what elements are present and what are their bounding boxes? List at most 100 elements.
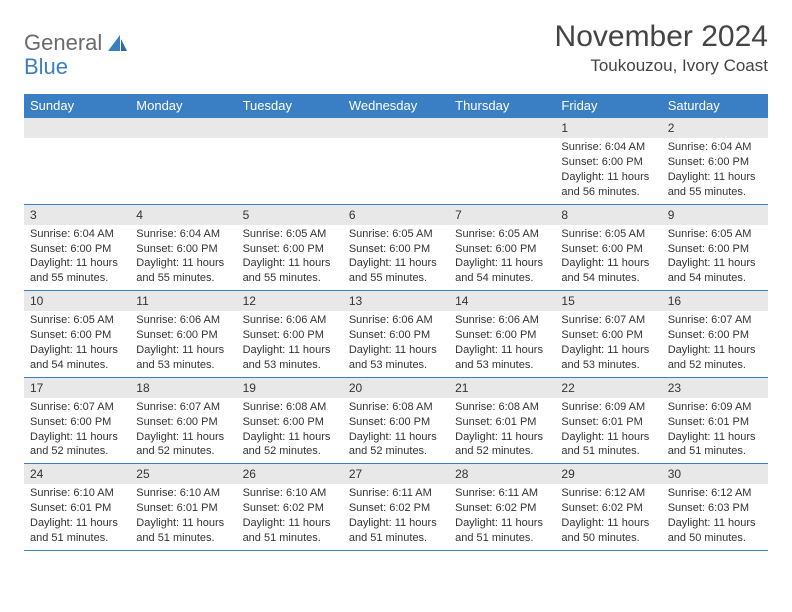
day-number: 2 [662, 118, 768, 138]
calendar-cell: 23Sunrise: 6:09 AMSunset: 6:01 PMDayligh… [662, 377, 768, 464]
day-number: 25 [130, 464, 236, 484]
calendar-cell: 18Sunrise: 6:07 AMSunset: 6:00 PMDayligh… [130, 377, 236, 464]
daylight-text: Daylight: 11 hours and 51 minutes. [243, 516, 337, 546]
day-body: Sunrise: 6:05 AMSunset: 6:00 PMDaylight:… [343, 225, 449, 290]
weekday-header: Monday [130, 94, 236, 118]
sunrise-text: Sunrise: 6:06 AM [349, 313, 443, 328]
day-body: Sunrise: 6:07 AMSunset: 6:00 PMDaylight:… [555, 311, 661, 376]
calendar-cell: 25 Sunrise: 6:10 AMSunset: 6:01 PMDayligh… [130, 464, 236, 551]
calendar-cell: 1Sunrise: 6:04 AMSunset: 6:00 PMDaylight… [555, 118, 661, 205]
daylight-text: Daylight: 11 hours and 50 minutes. [668, 516, 762, 546]
sunrise-text: Sunrise: 6:07 AM [30, 400, 124, 415]
day-body: Sunrise: 6:05 AMSunset: 6:00 PMDaylight:… [24, 311, 130, 376]
sunrise-text: Sunrise: 6:09 AM [561, 400, 655, 415]
sunrise-text: Sunrise: 6:08 AM [455, 400, 549, 415]
daylight-text: Daylight: 11 hours and 52 minutes. [349, 430, 443, 460]
daylight-text: Daylight: 11 hours and 51 minutes. [561, 430, 655, 460]
daylight-text: Daylight: 11 hours and 53 minutes. [455, 343, 549, 373]
calendar-cell: 11Sunrise: 6:06 AMSunset: 6:00 PMDayligh… [130, 291, 236, 378]
sunset-text: Sunset: 6:02 PM [349, 501, 443, 516]
weekday-header: Sunday [24, 94, 130, 118]
daylight-text: Daylight: 11 hours and 51 minutes. [136, 516, 230, 546]
calendar-week-row: 1Sunrise: 6:04 AMSunset: 6:00 PMDaylight… [24, 118, 768, 205]
day-number: 30 [662, 464, 768, 484]
daylight-text: Daylight: 11 hours and 55 minutes. [136, 256, 230, 286]
day-number: 5 [237, 205, 343, 225]
calendar-cell: 7Sunrise: 6:05 AMSunset: 6:00 PMDaylight… [449, 204, 555, 291]
sunset-text: Sunset: 6:00 PM [561, 242, 655, 257]
sunset-text: Sunset: 6:00 PM [243, 242, 337, 257]
day-body: Sunrise: 6:12 AMSunset: 6:03 PMDaylight:… [662, 484, 768, 549]
calendar-cell [449, 118, 555, 205]
calendar-cell: 9Sunrise: 6:05 AMSunset: 6:00 PMDaylight… [662, 204, 768, 291]
weekday-header: Thursday [449, 94, 555, 118]
calendar-cell: 6Sunrise: 6:05 AMSunset: 6:00 PMDaylight… [343, 204, 449, 291]
day-number: 28 [449, 464, 555, 484]
calendar-cell: 14Sunrise: 6:06 AMSunset: 6:00 PMDayligh… [449, 291, 555, 378]
sunrise-text: Sunrise: 6:04 AM [30, 227, 124, 242]
day-body: Sunrise: 6:07 AMSunset: 6:00 PMDaylight:… [24, 398, 130, 463]
day-body: Sunrise: 6:09 AMSunset: 6:01 PMDaylight:… [662, 398, 768, 463]
calendar-cell: 15Sunrise: 6:07 AMSunset: 6:00 PMDayligh… [555, 291, 661, 378]
sunrise-text: Sunrise: 6:09 AM [668, 400, 762, 415]
sunrise-text: Sunrise: 6:08 AM [243, 400, 337, 415]
day-body: Sunrise: 6:04 AMSunset: 6:00 PMDaylight:… [555, 138, 661, 203]
sunrise-text: Sunrise: 6:07 AM [561, 313, 655, 328]
weekday-header: Wednesday [343, 94, 449, 118]
sunset-text: Sunset: 6:01 PM [455, 415, 549, 430]
calendar-cell: 17Sunrise: 6:07 AMSunset: 6:00 PMDayligh… [24, 377, 130, 464]
calendar-table: Sunday Monday Tuesday Wednesday Thursday… [24, 94, 768, 551]
sunrise-text: Sunrise: 6:06 AM [455, 313, 549, 328]
daylight-text: Daylight: 11 hours and 54 minutes. [561, 256, 655, 286]
calendar-cell: 4Sunrise: 6:04 AMSunset: 6:00 PMDaylight… [130, 204, 236, 291]
calendar-cell [24, 118, 130, 205]
sunset-text: Sunset: 6:00 PM [136, 415, 230, 430]
daylight-text: Daylight: 11 hours and 51 minutes. [30, 516, 124, 546]
calendar-cell [237, 118, 343, 205]
sunrise-text: Sunrise: 6:04 AM [668, 140, 762, 155]
sunrise-text: Sunrise: 6:10 AM [30, 486, 124, 501]
sunset-text: Sunset: 6:01 PM [136, 501, 230, 516]
sunset-text: Sunset: 6:00 PM [243, 415, 337, 430]
day-number: 21 [449, 378, 555, 398]
sunrise-text: Sunrise: 6:05 AM [30, 313, 124, 328]
day-number: 17 [24, 378, 130, 398]
day-number: 19 [237, 378, 343, 398]
day-body: Sunrise: 6:10 AMSunset: 6:01 PMDaylight:… [24, 484, 130, 549]
day-body: Sunrise: 6:07 AMSunset: 6:00 PMDaylight:… [130, 398, 236, 463]
day-number: 7 [449, 205, 555, 225]
day-body: Sunrise: 6:06 AMSunset: 6:00 PMDaylight:… [343, 311, 449, 376]
sunset-text: Sunset: 6:00 PM [455, 242, 549, 257]
daylight-text: Daylight: 11 hours and 54 minutes. [668, 256, 762, 286]
weekday-header: Saturday [662, 94, 768, 118]
sunset-text: Sunset: 6:00 PM [668, 242, 762, 257]
calendar-cell: 29Sunrise: 6:12 AMSunset: 6:02 PMDayligh… [555, 464, 661, 551]
day-number: 27 [343, 464, 449, 484]
daylight-text: Daylight: 11 hours and 53 minutes. [349, 343, 443, 373]
calendar-week-row: 3Sunrise: 6:04 AMSunset: 6:00 PMDaylight… [24, 204, 768, 291]
calendar-cell: 19Sunrise: 6:08 AMSunset: 6:00 PMDayligh… [237, 377, 343, 464]
daylight-text: Daylight: 11 hours and 52 minutes. [243, 430, 337, 460]
calendar-cell: 10Sunrise: 6:05 AMSunset: 6:00 PMDayligh… [24, 291, 130, 378]
day-number-bar [130, 118, 236, 138]
sunset-text: Sunset: 6:00 PM [136, 328, 230, 343]
sunset-text: Sunset: 6:00 PM [30, 328, 124, 343]
sunset-text: Sunset: 6:01 PM [561, 415, 655, 430]
sunrise-text: Sunrise: 6:10 AM [136, 486, 230, 501]
sunrise-text: Sunrise: 6:05 AM [349, 227, 443, 242]
sunset-text: Sunset: 6:00 PM [561, 155, 655, 170]
sunrise-text: Sunrise: 6:10 AM [243, 486, 337, 501]
calendar-cell: 5Sunrise: 6:05 AMSunset: 6:00 PMDaylight… [237, 204, 343, 291]
day-body: Sunrise: 6:08 AMSunset: 6:00 PMDaylight:… [237, 398, 343, 463]
calendar-cell: 24Sunrise: 6:10 AMSunset: 6:01 PMDayligh… [24, 464, 130, 551]
day-number: 13 [343, 291, 449, 311]
sunset-text: Sunset: 6:00 PM [668, 328, 762, 343]
day-body: Sunrise: 6:08 AMSunset: 6:00 PMDaylight:… [343, 398, 449, 463]
sunrise-text: Sunrise: 6:05 AM [668, 227, 762, 242]
sunset-text: Sunset: 6:00 PM [243, 328, 337, 343]
day-body: Sunrise: 6:05 AMSunset: 6:00 PMDaylight:… [449, 225, 555, 290]
sunset-text: Sunset: 6:01 PM [30, 501, 124, 516]
day-body: Sunrise: 6:10 AMSunset: 6:02 PMDaylight:… [237, 484, 343, 549]
daylight-text: Daylight: 11 hours and 55 minutes. [30, 256, 124, 286]
day-body: Sunrise: 6:05 AMSunset: 6:00 PMDaylight:… [237, 225, 343, 290]
